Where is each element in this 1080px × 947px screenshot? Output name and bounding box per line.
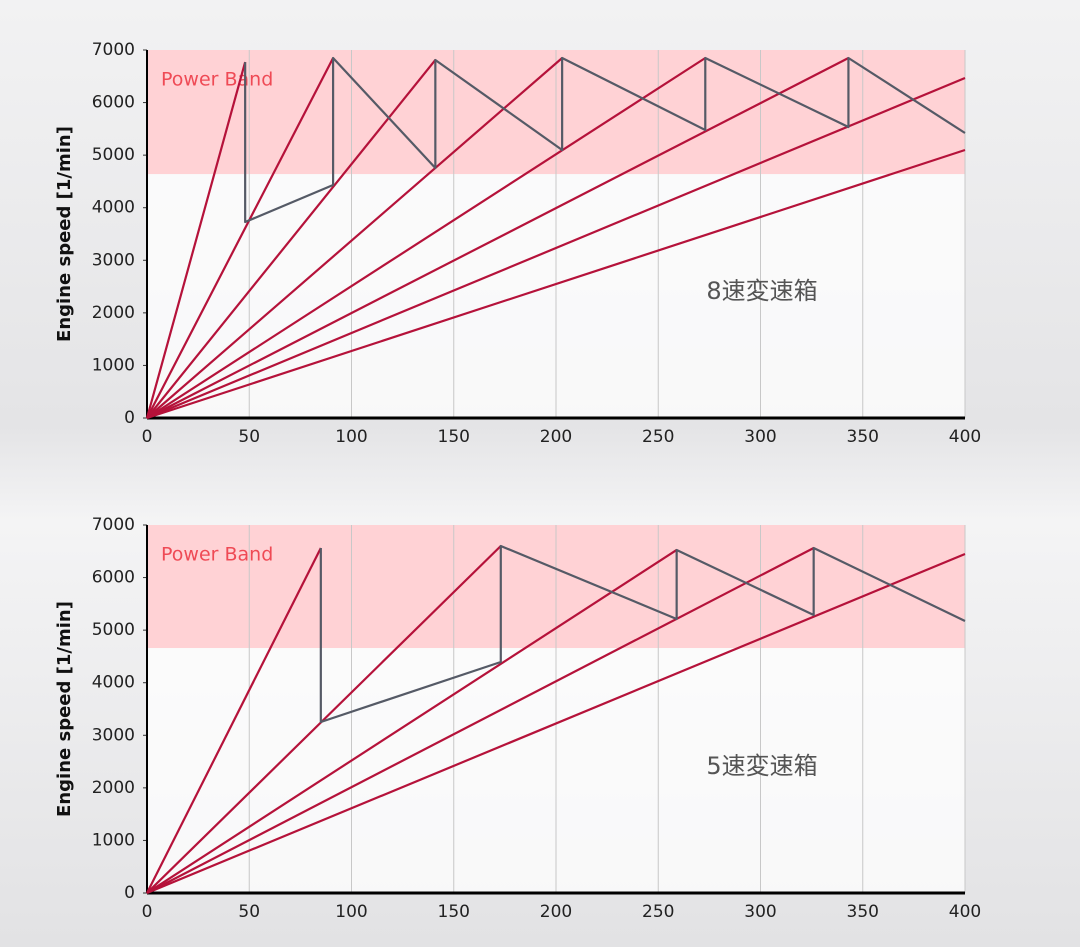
x-tick-label: 250: [642, 427, 674, 447]
x-tick-label: 200: [540, 902, 572, 922]
x-tick-label: 50: [238, 427, 260, 447]
y-axis-label: Engine speed [1/min]: [54, 601, 75, 817]
y-tick-label: 4000: [92, 673, 135, 693]
y-tick-label: 6000: [92, 93, 135, 113]
y-tick-label: 7000: [92, 40, 135, 60]
y-tick-label: 0: [124, 408, 135, 428]
series-line: [244, 56, 966, 224]
x-tick-label: 300: [744, 427, 776, 447]
series-line: [146, 547, 322, 894]
series-line: [146, 549, 678, 894]
x-tick-label: 200: [540, 427, 572, 447]
x-tick-label: 0: [142, 902, 153, 922]
series-line: [146, 57, 706, 419]
y-tick-label: 6000: [92, 568, 135, 588]
y-tick-label: 7000: [92, 515, 135, 535]
band-label: Power Band: [161, 69, 273, 91]
y-tick-label: 5000: [92, 620, 135, 640]
x-tick-label: 50: [238, 902, 260, 922]
y-tick-label: 2000: [92, 303, 135, 323]
series-line: [146, 57, 849, 419]
x-tick-label: 100: [335, 427, 367, 447]
series-line: [146, 545, 502, 894]
x-tick-label: 0: [142, 427, 153, 447]
series-line: [319, 544, 966, 724]
annotation: 5速変速箱: [706, 752, 817, 780]
x-tick-label: 100: [335, 902, 367, 922]
x-tick-label: 150: [438, 902, 470, 922]
y-tick-label: 5000: [92, 145, 135, 165]
x-tick-label: 300: [744, 902, 776, 922]
series-line: [146, 57, 563, 419]
x-tick-label: 250: [642, 902, 674, 922]
y-axis-label: Engine speed [1/min]: [54, 126, 75, 342]
series-line: [146, 546, 815, 894]
x-tick-label: 400: [949, 902, 981, 922]
series-line: [146, 59, 437, 419]
series-line: [146, 76, 966, 420]
series-line: [145, 61, 247, 419]
y-tick-label: 3000: [92, 250, 135, 270]
series-line: [146, 552, 966, 895]
annotation: 8速変速箱: [706, 277, 817, 305]
series-line: [146, 57, 335, 419]
y-tick-label: 1000: [92, 355, 135, 375]
y-tick-label: 0: [124, 883, 135, 903]
y-tick-label: 4000: [92, 198, 135, 218]
x-tick-label: 150: [438, 427, 470, 447]
y-tick-label: 2000: [92, 778, 135, 798]
series-line: [146, 148, 966, 420]
band-label: Power Band: [161, 544, 273, 566]
y-tick-label: 1000: [92, 830, 135, 850]
x-tick-label: 350: [847, 427, 879, 447]
y-tick-label: 3000: [92, 725, 135, 745]
x-tick-label: 350: [847, 902, 879, 922]
x-tick-label: 400: [949, 427, 981, 447]
